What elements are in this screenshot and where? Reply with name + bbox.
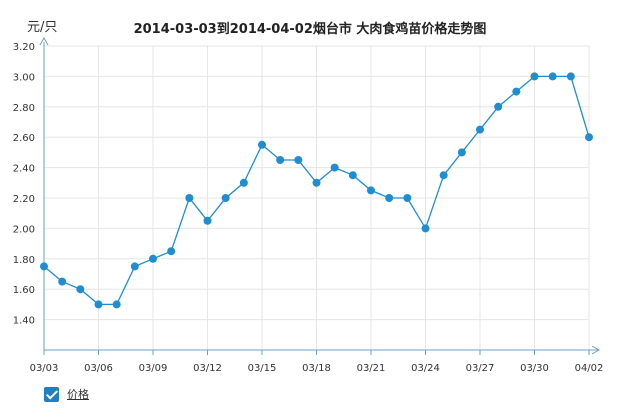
series-toggle-checkbox[interactable] — [44, 386, 59, 402]
data-point[interactable] — [512, 87, 521, 96]
data-point[interactable] — [530, 72, 539, 81]
x-tick-label: 03/24 — [411, 363, 440, 374]
data-point[interactable] — [367, 186, 375, 195]
x-tick-label: 03/12 — [193, 363, 222, 374]
data-point[interactable] — [221, 194, 230, 202]
data-point[interactable] — [258, 140, 266, 149]
data-point[interactable] — [167, 247, 176, 256]
y-tick-label: 2.00 — [13, 224, 35, 235]
y-tick-label: 2.40 — [13, 164, 35, 175]
x-tick-labels: 03/03 03/06 03/09 03/12 03/15 03/18 03/21 03/24… — [30, 363, 604, 374]
x-tick-label: 03/21 — [357, 363, 386, 374]
data-point[interactable] — [548, 72, 557, 81]
data-point[interactable] — [112, 300, 121, 309]
x-axis-arrow — [591, 345, 601, 355]
data-point[interactable] — [457, 148, 466, 157]
y-tick-label: 1.60 — [13, 285, 35, 296]
data-point[interactable] — [566, 72, 575, 81]
x-tick-label: 03/18 — [302, 363, 331, 374]
y-axis-arrow — [39, 36, 49, 46]
legend: 价格 — [44, 386, 89, 402]
data-point[interactable] — [94, 300, 103, 309]
y-tick-label: 1.40 — [13, 316, 35, 327]
x-tick-label: 03/27 — [466, 363, 495, 374]
x-tick-label: 03/09 — [139, 363, 168, 374]
data-point[interactable] — [439, 171, 448, 180]
data-point[interactable] — [403, 194, 412, 202]
data-point[interactable] — [76, 285, 85, 294]
y-tick-label: 3.00 — [13, 72, 35, 83]
y-tick-label: 2.60 — [13, 133, 35, 144]
price-series — [40, 72, 593, 309]
data-point[interactable] — [385, 194, 394, 202]
data-point[interactable] — [348, 171, 357, 180]
x-tick-label: 04/02 — [575, 363, 604, 374]
x-tick-label: 03/06 — [84, 363, 113, 374]
data-point[interactable] — [130, 262, 139, 271]
x-tick-label: 03/30 — [520, 363, 549, 374]
y-tick-label: 3.20 — [13, 42, 35, 53]
grid-lines — [43, 45, 590, 350]
data-point[interactable] — [185, 194, 194, 202]
y-tick-labels: 1.40 1.60 1.80 2.00 2.20 2.40 2.60 2.80 3.00 3.20 — [13, 42, 35, 327]
data-point[interactable] — [494, 102, 503, 111]
data-point[interactable] — [585, 133, 593, 142]
y-tick-label: 2.80 — [13, 103, 35, 114]
axes — [39, 36, 601, 355]
y-tick-label: 2.20 — [13, 194, 35, 205]
data-point[interactable] — [476, 125, 484, 134]
data-point[interactable] — [330, 163, 339, 172]
y-axis-unit: 元/只 — [27, 20, 57, 35]
data-point[interactable] — [312, 178, 321, 187]
data-point[interactable] — [294, 156, 303, 164]
legend-label-price[interactable]: 价格 — [67, 388, 89, 401]
data-point[interactable] — [239, 178, 248, 187]
chart-title: 2014-03-03到2014-04-02烟台市 大肉食鸡苗价格走势图 — [134, 21, 487, 37]
data-point[interactable] — [421, 224, 430, 233]
y-tick-label: 1.80 — [13, 255, 35, 266]
data-point[interactable] — [149, 254, 157, 263]
data-point[interactable] — [40, 262, 48, 271]
data-point[interactable] — [58, 277, 67, 286]
data-point[interactable] — [276, 156, 285, 164]
data-point[interactable] — [203, 216, 212, 225]
x-tick-label: 03/15 — [248, 363, 277, 374]
x-tick-label: 03/03 — [30, 363, 59, 374]
